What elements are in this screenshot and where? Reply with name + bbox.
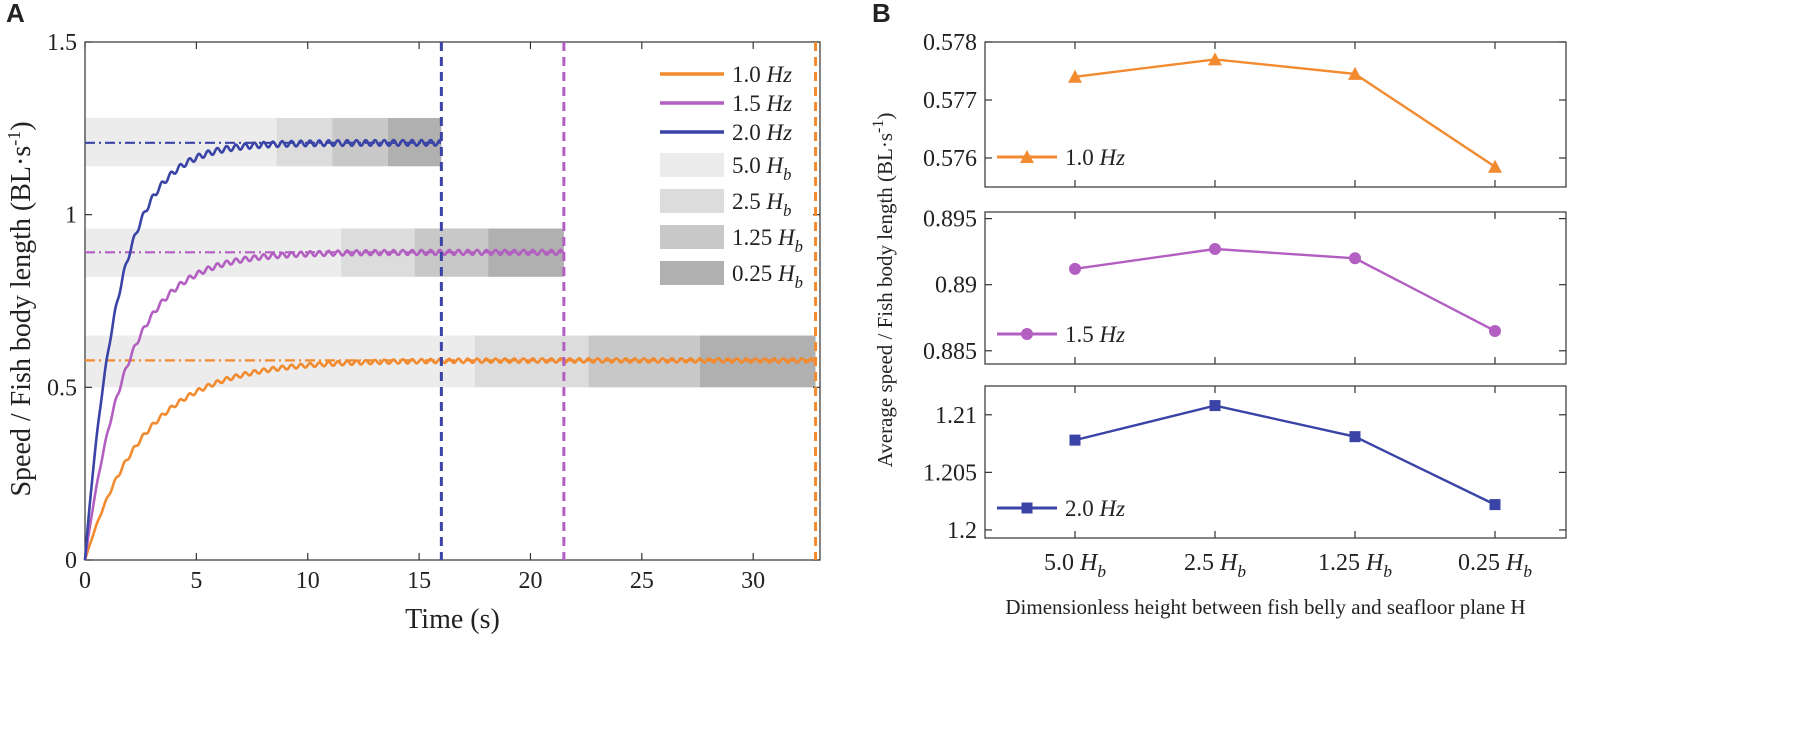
data-point-1.0-hz-1.25 xyxy=(1348,66,1362,80)
subplot-1.5-hz: 0.885 0.89 0.895 1.5 Hz xyxy=(923,207,1567,365)
x-tick-label: 0 xyxy=(79,568,91,594)
subplot-box xyxy=(984,41,1567,188)
data-point-1.0-hz-0.25 xyxy=(1488,159,1502,173)
y-tick-label: 1.2 xyxy=(947,518,977,544)
panel-b-average-speed: 0.576 0.577 0.578 1.0 Hz 0.885 0.89 0.895 1.5 H… xyxy=(870,30,1567,619)
speed-curve-1.0-hz xyxy=(83,356,817,561)
legend-band-label-2.5: 2.5 Hb xyxy=(732,189,791,220)
series-line-2.0-hz xyxy=(1074,404,1496,506)
x-tick-label: 5 xyxy=(190,568,202,594)
legend-swatch-0.25 xyxy=(660,261,724,285)
data-point-1.5-hz-1.25 xyxy=(1349,252,1361,265)
x-ticks-b: 5.0 Hb 2.5 Hb 1.25 Hb 0.25 Hb xyxy=(1044,550,1532,581)
x-axis-label-b: Dimensionless height between fish belly … xyxy=(1005,595,1525,619)
x-category-label-0.25: 0.25 Hb xyxy=(1458,550,1532,581)
y-tick-label: 1.5 xyxy=(47,30,77,56)
axes-box-a xyxy=(84,41,821,561)
x-category-label-2.5: 2.5 Hb xyxy=(1184,550,1246,581)
legend-band-label-1.25: 1.25 Hb xyxy=(732,225,803,256)
speed-series xyxy=(83,42,818,561)
legend-label-1.0-hz: 1.0 Hz xyxy=(1065,145,1125,170)
series-line-1.0-hz xyxy=(1074,58,1496,168)
data-point-2.0-hz-2.5 xyxy=(1209,400,1221,412)
x-axis-label-a: Time (s) xyxy=(405,604,500,635)
x-category-label-5.0: 5.0 Hb xyxy=(1044,550,1106,581)
legend-band-label-0.25: 0.25 Hb xyxy=(732,261,803,292)
y-tick-label: 1 xyxy=(65,203,77,229)
data-point-1.5-hz-0.25 xyxy=(1489,324,1501,337)
legend-marker-1.5-hz xyxy=(1021,328,1033,340)
speed-curve-1.5-hz xyxy=(83,248,565,561)
legend-swatch-2.5 xyxy=(660,189,724,213)
legend-label-1.0-hz: 1.0 Hz xyxy=(732,62,792,87)
legend-label-1.5-hz: 1.5 Hz xyxy=(1065,322,1125,347)
y-tick-label: 1.205 xyxy=(923,460,977,486)
legend-label-2.0-hz: 2.0 Hz xyxy=(1065,496,1125,521)
y-tick-label: 0.5 xyxy=(47,375,77,401)
legend-swatch-5.0 xyxy=(660,153,724,177)
y-axis-label-b: Average speed / Fish body length (BL·s-1… xyxy=(870,113,897,468)
legend-marker-1.0-hz xyxy=(1020,150,1034,163)
x-tick-label: 15 xyxy=(407,568,431,594)
legend-marker-2.0-hz xyxy=(1021,502,1033,514)
subplot-2.0-hz: 1.2 1.205 1.21 2.0 Hz xyxy=(923,385,1567,544)
data-point-2.0-hz-0.25 xyxy=(1489,499,1501,511)
panel-a-letter: A xyxy=(6,0,25,28)
axes-a: 0 5 10 15 20 25 30 0 0.5 1 1.5 xyxy=(47,30,821,594)
y-tick-label: 0.885 xyxy=(923,339,977,365)
x-tick-label: 20 xyxy=(518,568,542,594)
legend-label-1.5-hz: 1.5 Hz xyxy=(732,91,792,116)
y-tick-label: 0.578 xyxy=(923,30,977,56)
legend-band-label-5.0: 5.0 Hb xyxy=(732,153,791,184)
data-point-1.5-hz-2.5 xyxy=(1209,243,1221,256)
subplot-box xyxy=(984,211,1567,365)
y-tick-label: 0.577 xyxy=(923,88,977,114)
x-tick-label: 10 xyxy=(296,568,320,594)
x-tick-label: 30 xyxy=(741,568,765,594)
y-tick-label: 0.576 xyxy=(923,146,977,172)
y-tick-label: 0.895 xyxy=(923,207,977,233)
x-tick-label: 25 xyxy=(630,568,654,594)
subplots-b: 0.576 0.577 0.578 1.0 Hz 0.885 0.89 0.895 1.5 H… xyxy=(923,30,1567,544)
legend-a: 1.0 Hz 1.5 Hz 2.0 Hz 5.0 Hb 2.5 Hb 1.25 Hb 0.2… xyxy=(660,62,803,292)
series-line-1.5-hz xyxy=(1074,247,1496,333)
data-point-1.0-hz-5.0 xyxy=(1068,69,1082,83)
subplot-1.0-hz: 0.576 0.577 0.578 1.0 Hz xyxy=(923,30,1567,188)
data-point-2.0-hz-5.0 xyxy=(1069,434,1081,446)
y-tick-label: 1.21 xyxy=(935,403,977,429)
data-point-1.0-hz-2.5 xyxy=(1208,52,1222,66)
y-tick-label: 0 xyxy=(65,548,77,574)
legend-label-2.0-hz: 2.0 Hz xyxy=(732,120,792,145)
y-axis-label-a: Speed / Fish body length (BL·s-1) xyxy=(4,121,37,496)
x-category-label-1.25: 1.25 Hb xyxy=(1318,550,1392,581)
panel-b-letter: B xyxy=(872,0,891,28)
y-tick-label: 0.89 xyxy=(935,273,977,299)
speed-curve-2.0-hz xyxy=(83,138,443,561)
data-point-2.0-hz-1.25 xyxy=(1349,431,1361,443)
legend-swatch-1.25 xyxy=(660,225,724,249)
panel-a-speed-vs-time: 0 5 10 15 20 25 30 0 0.5 1 1.5 1.0 Hz 1.5 Hz 2.0 Hz 5… xyxy=(4,30,821,635)
subplot-box xyxy=(984,385,1567,539)
data-point-1.5-hz-5.0 xyxy=(1069,262,1081,275)
